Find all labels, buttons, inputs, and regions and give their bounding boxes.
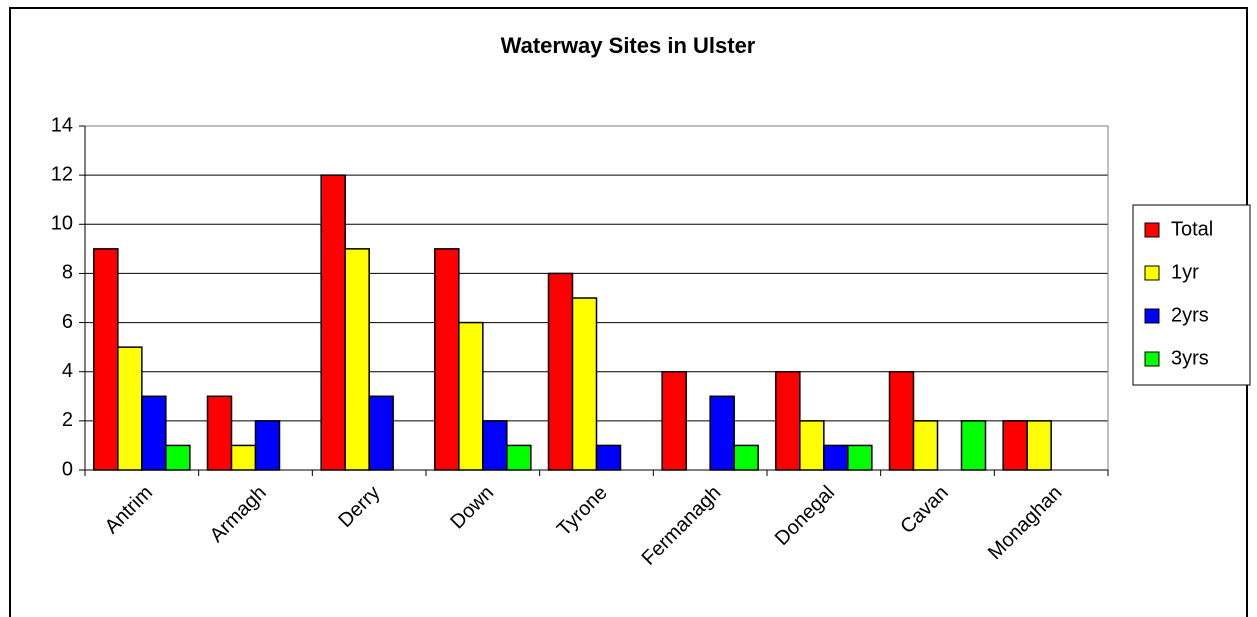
bar xyxy=(458,321,484,471)
bar xyxy=(661,370,687,471)
y-tick-label: 8 xyxy=(62,262,73,284)
bar xyxy=(847,444,873,471)
bar xyxy=(733,444,759,471)
bar xyxy=(960,420,987,471)
bar xyxy=(1026,420,1052,471)
bar xyxy=(547,272,574,471)
bar xyxy=(482,420,508,471)
bar xyxy=(888,370,915,471)
bar xyxy=(571,297,598,471)
bar xyxy=(595,444,622,471)
y-tick-label: 14 xyxy=(51,114,73,136)
legend-label: Total xyxy=(1171,218,1213,240)
bar xyxy=(799,420,825,471)
legend-swatch xyxy=(1144,351,1160,367)
bar xyxy=(117,346,143,471)
chart-title: Waterway Sites in Ulster xyxy=(501,33,756,58)
legend-label: 1yr xyxy=(1171,261,1199,283)
y-tick-label: 6 xyxy=(62,311,73,333)
bar xyxy=(368,395,394,471)
y-tick-label: 10 xyxy=(51,213,73,235)
y-tick-label: 0 xyxy=(62,458,73,480)
y-tick-label: 2 xyxy=(62,409,73,431)
bar xyxy=(320,174,346,471)
y-tick-label: 12 xyxy=(51,163,73,185)
bar xyxy=(823,444,849,471)
bar xyxy=(254,420,281,471)
bar xyxy=(1002,420,1028,471)
legend-label: 3yrs xyxy=(1171,347,1209,369)
chart-border xyxy=(9,7,1248,617)
bar xyxy=(775,370,801,471)
bar xyxy=(93,248,119,471)
bar xyxy=(230,444,257,471)
bar xyxy=(141,395,167,471)
legend-label: 2yrs xyxy=(1171,304,1209,326)
bar xyxy=(709,395,735,471)
legend-swatch xyxy=(1144,222,1160,238)
y-tick-label: 4 xyxy=(62,360,73,382)
bar xyxy=(506,444,532,471)
legend-swatch xyxy=(1144,308,1160,324)
bar xyxy=(912,420,939,471)
bar xyxy=(434,248,460,471)
bar xyxy=(206,395,233,471)
bar xyxy=(165,444,191,471)
legend-swatch xyxy=(1144,265,1160,281)
bar xyxy=(344,248,370,471)
